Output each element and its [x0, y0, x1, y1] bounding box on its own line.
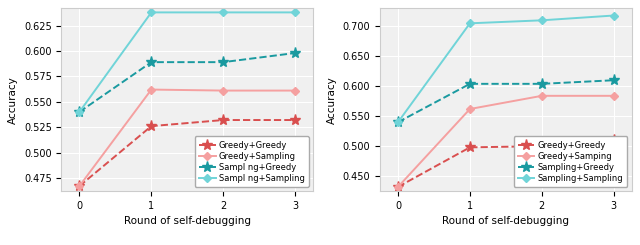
- Sampling+Greedy: [538, 82, 546, 85]
- X-axis label: Round of self-debugging: Round of self-debugging: [124, 216, 251, 226]
- Y-axis label: Accuracy: Accuracy: [8, 76, 19, 123]
- Greedy+Samping: [538, 94, 546, 97]
- Greedy+Sampling: [291, 89, 299, 92]
- Greedy+Samping: [466, 108, 474, 110]
- Sampl ng+Greedy: [76, 110, 83, 113]
- Legend: Greedy+Greedy, Greedy+Sampling, Sampl ng+Greedy, Sampl ng+Sampling: Greedy+Greedy, Greedy+Sampling, Sampl ng…: [195, 136, 309, 187]
- Line: Sampling+Greedy: Sampling+Greedy: [392, 75, 620, 128]
- Line: Greedy+Sampling: Greedy+Sampling: [76, 86, 298, 189]
- Greedy+Sampling: [220, 89, 227, 92]
- Greedy+Greedy: [610, 138, 618, 141]
- Sampl ng+Sampling: [220, 11, 227, 14]
- Sampling+Sampling: [538, 19, 546, 22]
- Sampling+Greedy: [466, 82, 474, 85]
- Greedy+Greedy: [466, 146, 474, 149]
- X-axis label: Round of self-debugging: Round of self-debugging: [442, 216, 570, 226]
- Greedy+Greedy: [220, 119, 227, 122]
- Sampl ng+Sampling: [147, 11, 155, 14]
- Line: Greedy+Greedy: Greedy+Greedy: [392, 134, 620, 193]
- Sampling+Sampling: [610, 14, 618, 17]
- Sampling+Greedy: [394, 121, 402, 124]
- Sampl ng+Sampling: [76, 110, 83, 113]
- Sampling+Sampling: [466, 22, 474, 25]
- Line: Sampl ng+Sampling: Sampl ng+Sampling: [76, 9, 298, 115]
- Legend: Greedy+Greedy, Greedy+Samping, Sampling+Greedy, Sampling+Sampling: Greedy+Greedy, Greedy+Samping, Sampling+…: [513, 136, 627, 187]
- Line: Sampl ng+Greedy: Sampl ng+Greedy: [74, 48, 301, 117]
- Greedy+Samping: [394, 185, 402, 188]
- Greedy+Greedy: [538, 145, 546, 148]
- Sampl ng+Greedy: [220, 61, 227, 64]
- Greedy+Samping: [610, 94, 618, 97]
- Greedy+Greedy: [291, 119, 299, 122]
- Line: Sampling+Sampling: Sampling+Sampling: [395, 12, 617, 125]
- Line: Greedy+Greedy: Greedy+Greedy: [74, 114, 301, 192]
- Sampling+Greedy: [610, 79, 618, 82]
- Sampl ng+Sampling: [291, 11, 299, 14]
- Greedy+Sampling: [76, 184, 83, 187]
- Greedy+Greedy: [147, 125, 155, 128]
- Greedy+Sampling: [147, 88, 155, 91]
- Greedy+Greedy: [394, 185, 402, 188]
- Line: Greedy+Samping: Greedy+Samping: [395, 93, 617, 190]
- Sampl ng+Greedy: [291, 51, 299, 54]
- Y-axis label: Accuracy: Accuracy: [327, 76, 337, 123]
- Sampl ng+Greedy: [147, 61, 155, 64]
- Greedy+Greedy: [76, 184, 83, 187]
- Sampling+Sampling: [394, 121, 402, 124]
